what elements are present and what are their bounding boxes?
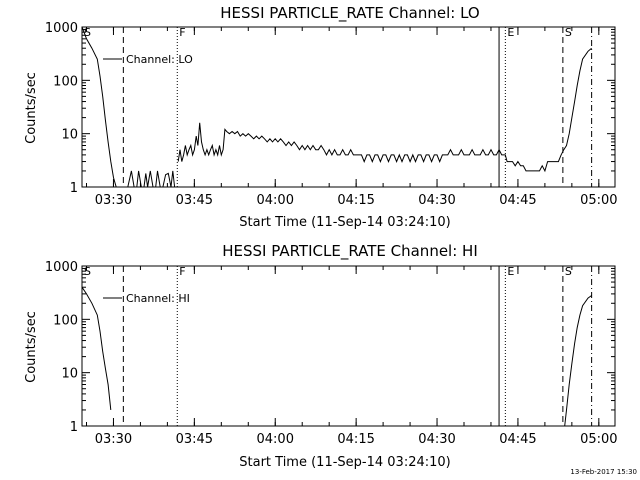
panel-hi: HESSI PARTICLE_RATE Channel: HI Counts/s… [24,242,618,470]
x-tick-label: 03:45 [176,193,213,208]
axes: 03:30 03:45 04:00 04:15 04:30 04:45 05:00 1 10 10… [45,260,618,447]
panel-lo: HESSI PARTICLE_RATE Channel: LO Counts/s… [24,4,618,230]
legend-label: Channel: HI [126,292,190,305]
marker-label: E [507,265,514,278]
legend: Channel: LO [103,53,193,66]
marker-label: E [507,26,514,39]
x-tick-label: 04:00 [257,432,294,447]
y-tick-label: 1000 [45,260,78,275]
data-series [81,286,592,427]
x-tick-label: 04:45 [499,193,536,208]
chart-title: HESSI PARTICLE_RATE Channel: LO [220,4,479,23]
marker-label: F [179,26,185,39]
legend-label: Channel: LO [126,53,193,66]
y-tick-label: 100 [53,74,78,89]
x-tick-label: 05:00 [580,432,617,447]
x-tick-label: 03:45 [176,432,213,447]
x-tick-label: 03:30 [95,432,132,447]
x-tick-label: 04:30 [418,432,455,447]
x-tick-label: 04:00 [257,193,294,208]
x-axis-label: Start Time (11-Sep-14 03:24:10) [239,215,450,230]
y-tick-label: 10 [61,367,78,382]
x-tick-label: 04:15 [337,432,374,447]
x-tick-label: 03:30 [95,193,132,208]
y-tick-label: 10 [61,128,78,143]
marker-label: S [84,265,91,278]
y-tick-label: 1 [70,420,78,435]
y-tick-label: 1000 [45,21,78,36]
footer-timestamp: 13-Feb-2017 15:30 [570,468,637,476]
y-tick-label: 100 [53,313,78,328]
marker-label: F [179,265,185,278]
marker-label: S [565,26,572,39]
chart-title: HESSI PARTICLE_RATE Channel: HI [222,242,478,261]
axes: 03:30 03:45 04:00 04:15 04:30 04:45 05:00 1 10 10… [45,21,618,208]
series-line [127,170,176,188]
series-line [81,26,117,188]
marker-label: S [84,26,91,39]
series-line [81,286,112,410]
series-line [177,47,592,173]
plot-frame [81,26,616,188]
x-tick-label: 04:30 [418,193,455,208]
legend: Channel: HI [103,292,190,305]
y-axis-label: Counts/sec [24,311,39,383]
y-tick-label: 1 [70,181,78,196]
data-series [81,26,592,188]
y-axis-label: Counts/sec [24,72,39,144]
marker-label: S [565,265,572,278]
series-line [564,295,592,427]
x-tick-label: 04:45 [499,432,536,447]
x-tick-label: 05:00 [580,193,617,208]
plot-frame [81,265,616,427]
x-axis-label: Start Time (11-Sep-14 03:24:10) [239,455,450,470]
x-tick-label: 04:15 [337,193,374,208]
